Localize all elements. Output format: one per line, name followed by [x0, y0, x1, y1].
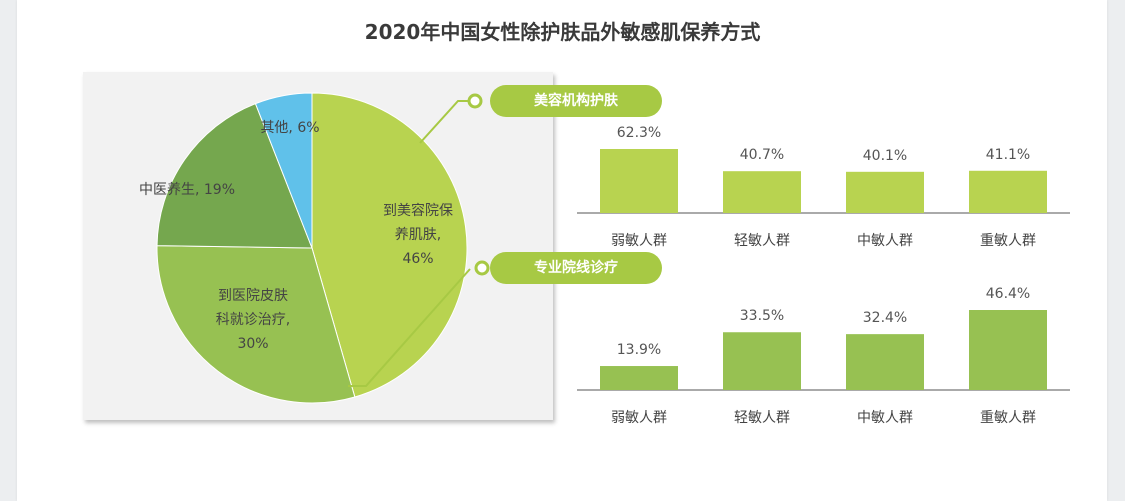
x-tick-label: 轻敏人群	[734, 233, 790, 249]
bar-value-label: 13.9%	[617, 342, 661, 358]
pie-data-label: 到美容院保	[383, 202, 453, 219]
bar-value-label: 62.3%	[617, 125, 661, 141]
x-tick-label: 弱敏人群	[611, 233, 667, 249]
x-tick-label: 中敏人群	[857, 233, 913, 249]
chart-title: 2020年中国女性除护肤品外敏感肌保养方式	[364, 20, 761, 44]
bar	[969, 310, 1047, 390]
bar-value-label: 46.4%	[986, 286, 1030, 302]
bar	[723, 171, 801, 213]
x-tick-label: 重敏人群	[980, 233, 1036, 249]
bar	[723, 332, 801, 390]
bar	[846, 334, 924, 390]
connector-line	[419, 100, 470, 144]
pie-slice	[156, 103, 313, 249]
bar-value-label: 40.1%	[863, 148, 907, 164]
bar-value-label: 40.7%	[740, 147, 784, 163]
x-tick-label: 中敏人群	[857, 410, 913, 426]
bar	[846, 171, 924, 213]
legend-pill-beauty-salon: 美容机构护肤	[490, 85, 662, 117]
bar-value-label: 32.4%	[863, 310, 907, 326]
pie-data-label: 到医院皮肤	[218, 288, 288, 304]
pie-data-label: 中医养生, 19%	[139, 182, 235, 198]
bar	[600, 149, 678, 213]
bar-value-label: 33.5%	[740, 308, 784, 324]
x-tick-label: 弱敏人群	[611, 410, 667, 426]
pie-data-label: 其他, 6%	[260, 120, 319, 136]
pie-slice	[311, 92, 468, 398]
pie-data-label: 46%	[402, 251, 433, 267]
x-tick-label: 重敏人群	[980, 410, 1036, 426]
pie-data-label: 30%	[237, 336, 268, 352]
bar	[969, 170, 1047, 213]
bar-value-label: 41.1%	[986, 147, 1030, 163]
x-tick-label: 轻敏人群	[734, 410, 790, 426]
connector-dot	[467, 93, 483, 109]
pie-data-label: 养肌肤,	[395, 227, 441, 243]
legend-pill-clinical-treatment: 专业院线诊疗	[490, 252, 662, 284]
pie-slice	[254, 92, 313, 249]
connector-line	[348, 268, 471, 387]
pie-slice	[156, 245, 356, 404]
connector-dot	[474, 260, 490, 276]
bar	[600, 366, 678, 390]
pie-data-label: 科就诊治疗,	[216, 312, 290, 328]
